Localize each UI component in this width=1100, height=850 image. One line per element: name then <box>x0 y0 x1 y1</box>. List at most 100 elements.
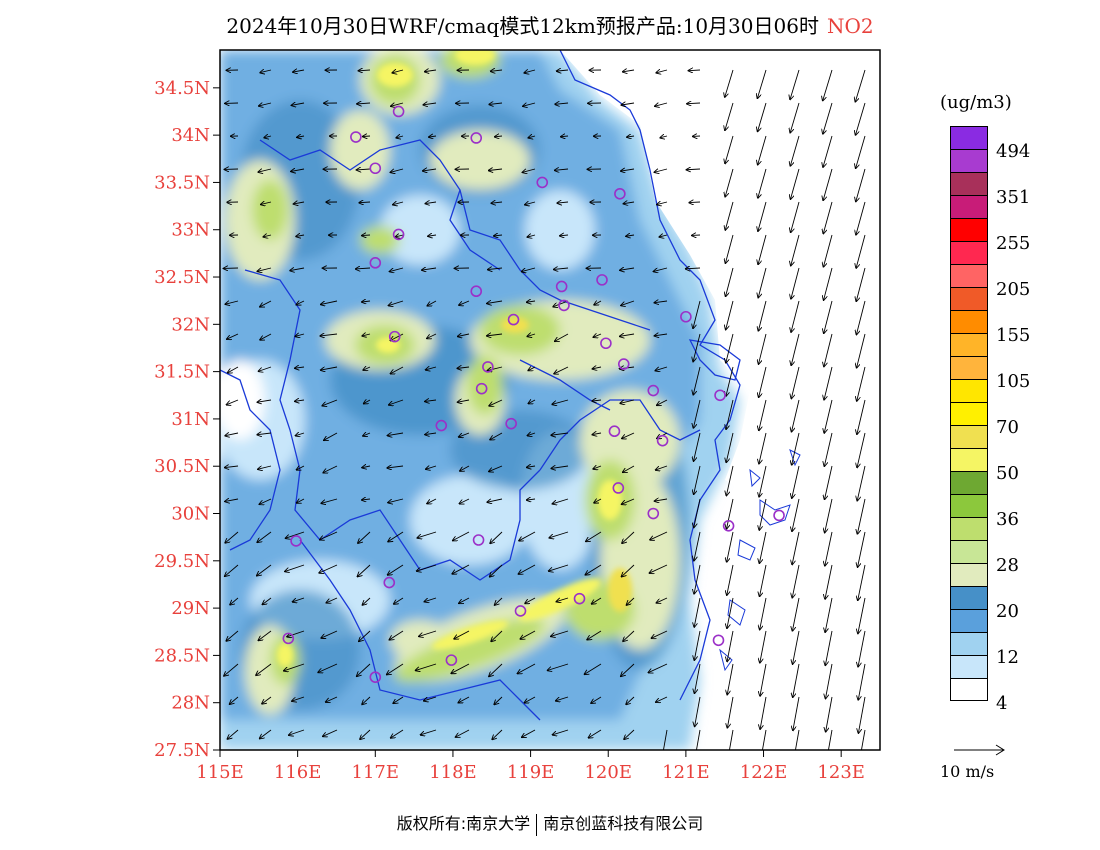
wind-arrow <box>689 202 701 203</box>
wind-arrow <box>759 465 767 497</box>
wind-arrow <box>358 564 371 577</box>
wind-arrow <box>324 432 338 440</box>
lat-tick-label: 29N <box>171 598 210 619</box>
wind-arrow <box>553 498 569 504</box>
wind-arrow <box>593 466 602 469</box>
wind-arrow <box>225 301 239 304</box>
wind-arrow <box>429 136 437 137</box>
lon-tick-label: 118E <box>429 762 477 783</box>
legend-label: 494 <box>996 141 1031 162</box>
wind-arrow <box>621 663 635 676</box>
wind-arrow <box>459 432 470 437</box>
wind-arrow <box>362 301 371 302</box>
wind-arrow <box>793 630 800 664</box>
wind-arrow <box>487 498 503 502</box>
wind-arrow <box>259 103 272 106</box>
wind-arrow <box>759 399 767 430</box>
wind-arrow <box>792 399 800 432</box>
wind-arrow <box>286 531 305 538</box>
copyright-left: 版权所有:南京大学 <box>396 814 531 833</box>
wind-arrow <box>856 201 866 235</box>
wind-arrow <box>725 135 734 163</box>
wind-arrow <box>459 498 470 504</box>
wind-arrow <box>363 367 371 370</box>
wind-arrow <box>592 433 602 435</box>
station-marker <box>647 384 660 397</box>
wind-arrow <box>323 729 338 736</box>
wind-arrow <box>388 564 404 575</box>
wind-arrow <box>393 696 404 703</box>
wind-arrow <box>623 70 635 72</box>
wind-arrow <box>555 169 569 170</box>
wind-arrow <box>757 69 767 98</box>
wind-arrow <box>729 729 734 750</box>
station-marker <box>282 632 295 645</box>
wind-arrow <box>823 69 833 100</box>
wind-arrow <box>527 235 536 237</box>
wind-arrow <box>260 729 272 738</box>
wind-arrow <box>362 466 371 468</box>
wind-arrow <box>791 333 800 365</box>
wind-arrow <box>758 267 767 297</box>
wind-arrow <box>495 136 503 137</box>
legend-swatch <box>950 241 988 264</box>
wind-arrow <box>621 169 635 171</box>
legend-swatch <box>950 402 988 425</box>
wind-arrow <box>524 70 536 73</box>
wind-arrow <box>390 267 404 272</box>
wind-arrow <box>423 103 437 105</box>
wind-arrow <box>857 498 866 534</box>
wind-arrow <box>855 69 866 102</box>
wind-arrow <box>656 70 668 73</box>
legend-swatch <box>950 609 988 632</box>
wind-arrow <box>587 630 602 640</box>
wind-arrow <box>759 531 767 563</box>
wind-arrow <box>696 729 701 750</box>
wind-arrow <box>823 234 833 267</box>
wind-arrow <box>694 531 701 561</box>
wind-arrow <box>790 135 800 166</box>
station-marker <box>558 299 570 312</box>
wind-arrow <box>321 366 338 370</box>
wind-arrow <box>426 367 437 370</box>
lon-tick-label: 121E <box>662 762 710 783</box>
wind-arrow <box>257 267 272 271</box>
wind-arrow <box>726 465 734 495</box>
wind-arrow <box>858 663 866 700</box>
wind-arrow <box>623 465 635 472</box>
wind-arrow <box>627 136 635 137</box>
wind-arrow <box>426 466 437 469</box>
wind-arrow <box>225 531 239 543</box>
legend-label: 20 <box>996 601 1019 622</box>
wind-arrow <box>492 729 503 739</box>
wind-arrow <box>622 531 635 543</box>
wind-arrow <box>627 597 635 605</box>
wind-arrow <box>555 333 569 341</box>
wind-arrow <box>494 235 503 236</box>
wind-arrow <box>527 466 536 467</box>
wind-arrow <box>655 366 668 371</box>
station-marker <box>435 419 448 432</box>
wind-arrow <box>525 597 536 603</box>
wind-arrow <box>230 696 239 704</box>
wind-arrow <box>358 531 371 543</box>
title-main: 2024年10月30日WRF/cmaq模式12km预报产品:10月30日06时 <box>226 14 819 38</box>
wind-arrow <box>491 630 503 641</box>
wind-arrow <box>790 102 800 133</box>
wind-arrow <box>689 70 701 71</box>
wind-arrow <box>528 136 536 138</box>
legend-swatch <box>950 494 988 517</box>
lat-tick-label: 27.5N <box>154 740 210 761</box>
wind-arrow <box>387 663 404 674</box>
wind-arrow <box>623 630 635 641</box>
wind-arrow <box>227 399 239 405</box>
wind-arrow <box>225 564 239 576</box>
station-marker <box>369 162 382 175</box>
wind-arrow <box>622 498 635 504</box>
lon-tick-label: 120E <box>584 762 632 783</box>
wind-arrow <box>551 433 569 435</box>
station-marker <box>369 671 382 683</box>
wind-arrow <box>790 69 800 99</box>
wind-arrow <box>417 531 437 538</box>
